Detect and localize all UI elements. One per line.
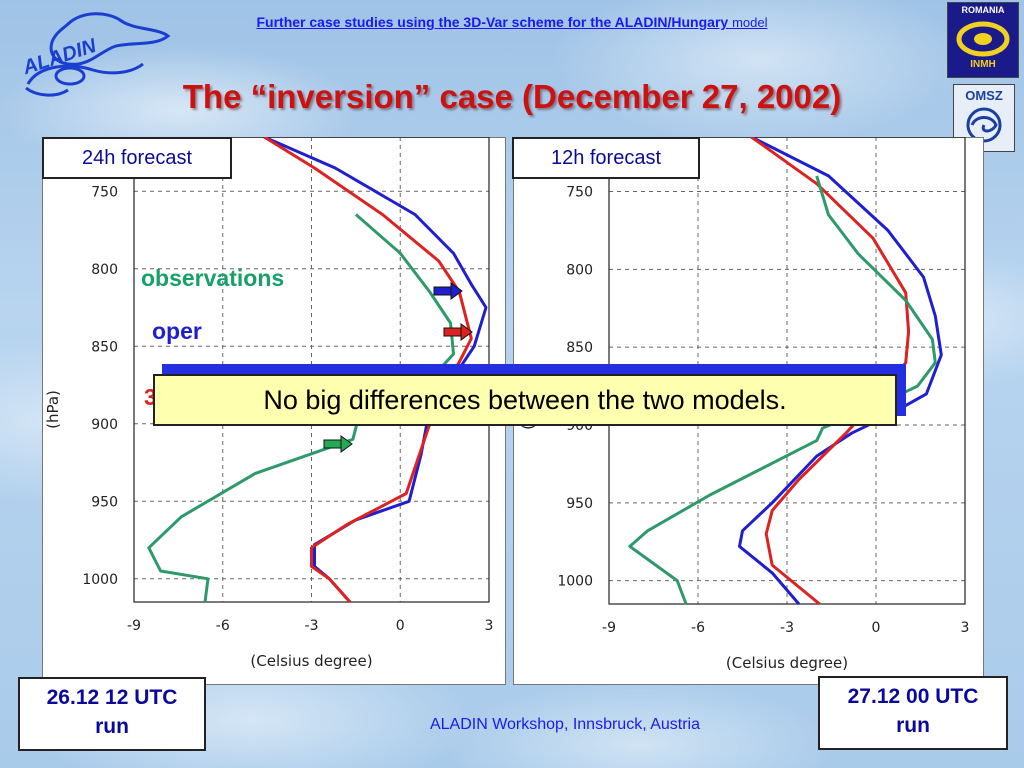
header-title: Further case studies using the 3D-Var sc… bbox=[0, 14, 1024, 30]
x-tick-label: 3 bbox=[961, 620, 970, 636]
run-box-right: 27.12 00 UTC run bbox=[818, 676, 1008, 750]
legend-oper: oper bbox=[152, 318, 202, 344]
y-tick-label: 800 bbox=[566, 262, 593, 278]
omsz-swirl-icon bbox=[966, 107, 1002, 143]
series-line-2 bbox=[147, 213, 455, 603]
y-tick-label: 750 bbox=[91, 184, 118, 200]
inmh-logo-text: INMH bbox=[970, 59, 996, 70]
header-title-main: Further case studies using the 3D-Var sc… bbox=[256, 14, 729, 30]
x-tick-label: -3 bbox=[780, 620, 794, 636]
chart-24h-forecast: -9 -6 -3 0 3 750 800 850 900 950 1000 (Celsius degr… bbox=[44, 137, 494, 670]
header-title-tail: model bbox=[732, 15, 768, 30]
chart-title-24h: 24h forecast bbox=[42, 137, 232, 179]
run-box-left: 26.12 12 UTC run bbox=[18, 677, 206, 751]
legend-observations: observations bbox=[141, 265, 285, 291]
arrow-observations-icon bbox=[323, 435, 353, 453]
x-tick-label: -6 bbox=[691, 620, 705, 636]
y-tick-label: 900 bbox=[91, 417, 118, 433]
x-axis-label: (Celsius degree) bbox=[726, 654, 848, 672]
inmh-emblem-icon bbox=[956, 21, 1010, 57]
run-right-line2: run bbox=[896, 714, 930, 737]
page-title: The “inversion” case (December 27, 2002) bbox=[182, 78, 842, 115]
x-tick-label: -9 bbox=[127, 618, 141, 634]
aladin-logo: ALADIN bbox=[8, 6, 178, 102]
y-tick-label: 950 bbox=[91, 494, 118, 510]
chart-title-12h: 12h forecast bbox=[512, 137, 700, 179]
x-tick-label: -9 bbox=[602, 620, 616, 636]
romania-logo-text: ROMANIA bbox=[961, 5, 1005, 15]
x-tick-label: 0 bbox=[872, 620, 881, 636]
aladin-lamp-icon bbox=[25, 12, 171, 97]
y-tick-label: 1000 bbox=[82, 572, 118, 588]
x-tick-label: -6 bbox=[216, 618, 230, 634]
x-tick-label: -3 bbox=[305, 618, 319, 634]
x-axis-label: (Celsius degree) bbox=[250, 652, 372, 670]
y-tick-label: 1000 bbox=[557, 574, 593, 590]
callout-text: No big differences between the two model… bbox=[153, 374, 897, 426]
y-tick-label: 850 bbox=[566, 340, 593, 356]
footer-text: ALADIN Workshop, Innsbruck, Austria bbox=[429, 716, 701, 733]
y-tick-label: 850 bbox=[91, 339, 118, 355]
y-axis-label: (hPa) bbox=[44, 390, 62, 429]
arrow-3dvar-icon bbox=[443, 323, 473, 341]
y-tick-label: 950 bbox=[566, 496, 593, 512]
x-tick-label: 0 bbox=[396, 618, 405, 634]
run-left-line1: 26.12 12 UTC bbox=[46, 686, 178, 709]
x-tick-label: 3 bbox=[485, 618, 494, 634]
run-left-line2: run bbox=[95, 715, 129, 738]
arrow-oper-icon bbox=[433, 282, 463, 300]
run-right-line1: 27.12 00 UTC bbox=[847, 685, 979, 708]
romania-inmh-logo: ROMANIA INMH bbox=[947, 2, 1019, 78]
y-tick-label: 750 bbox=[566, 184, 593, 200]
omsz-logo-text: OMSZ bbox=[965, 88, 1003, 103]
y-tick-label: 800 bbox=[91, 262, 118, 278]
